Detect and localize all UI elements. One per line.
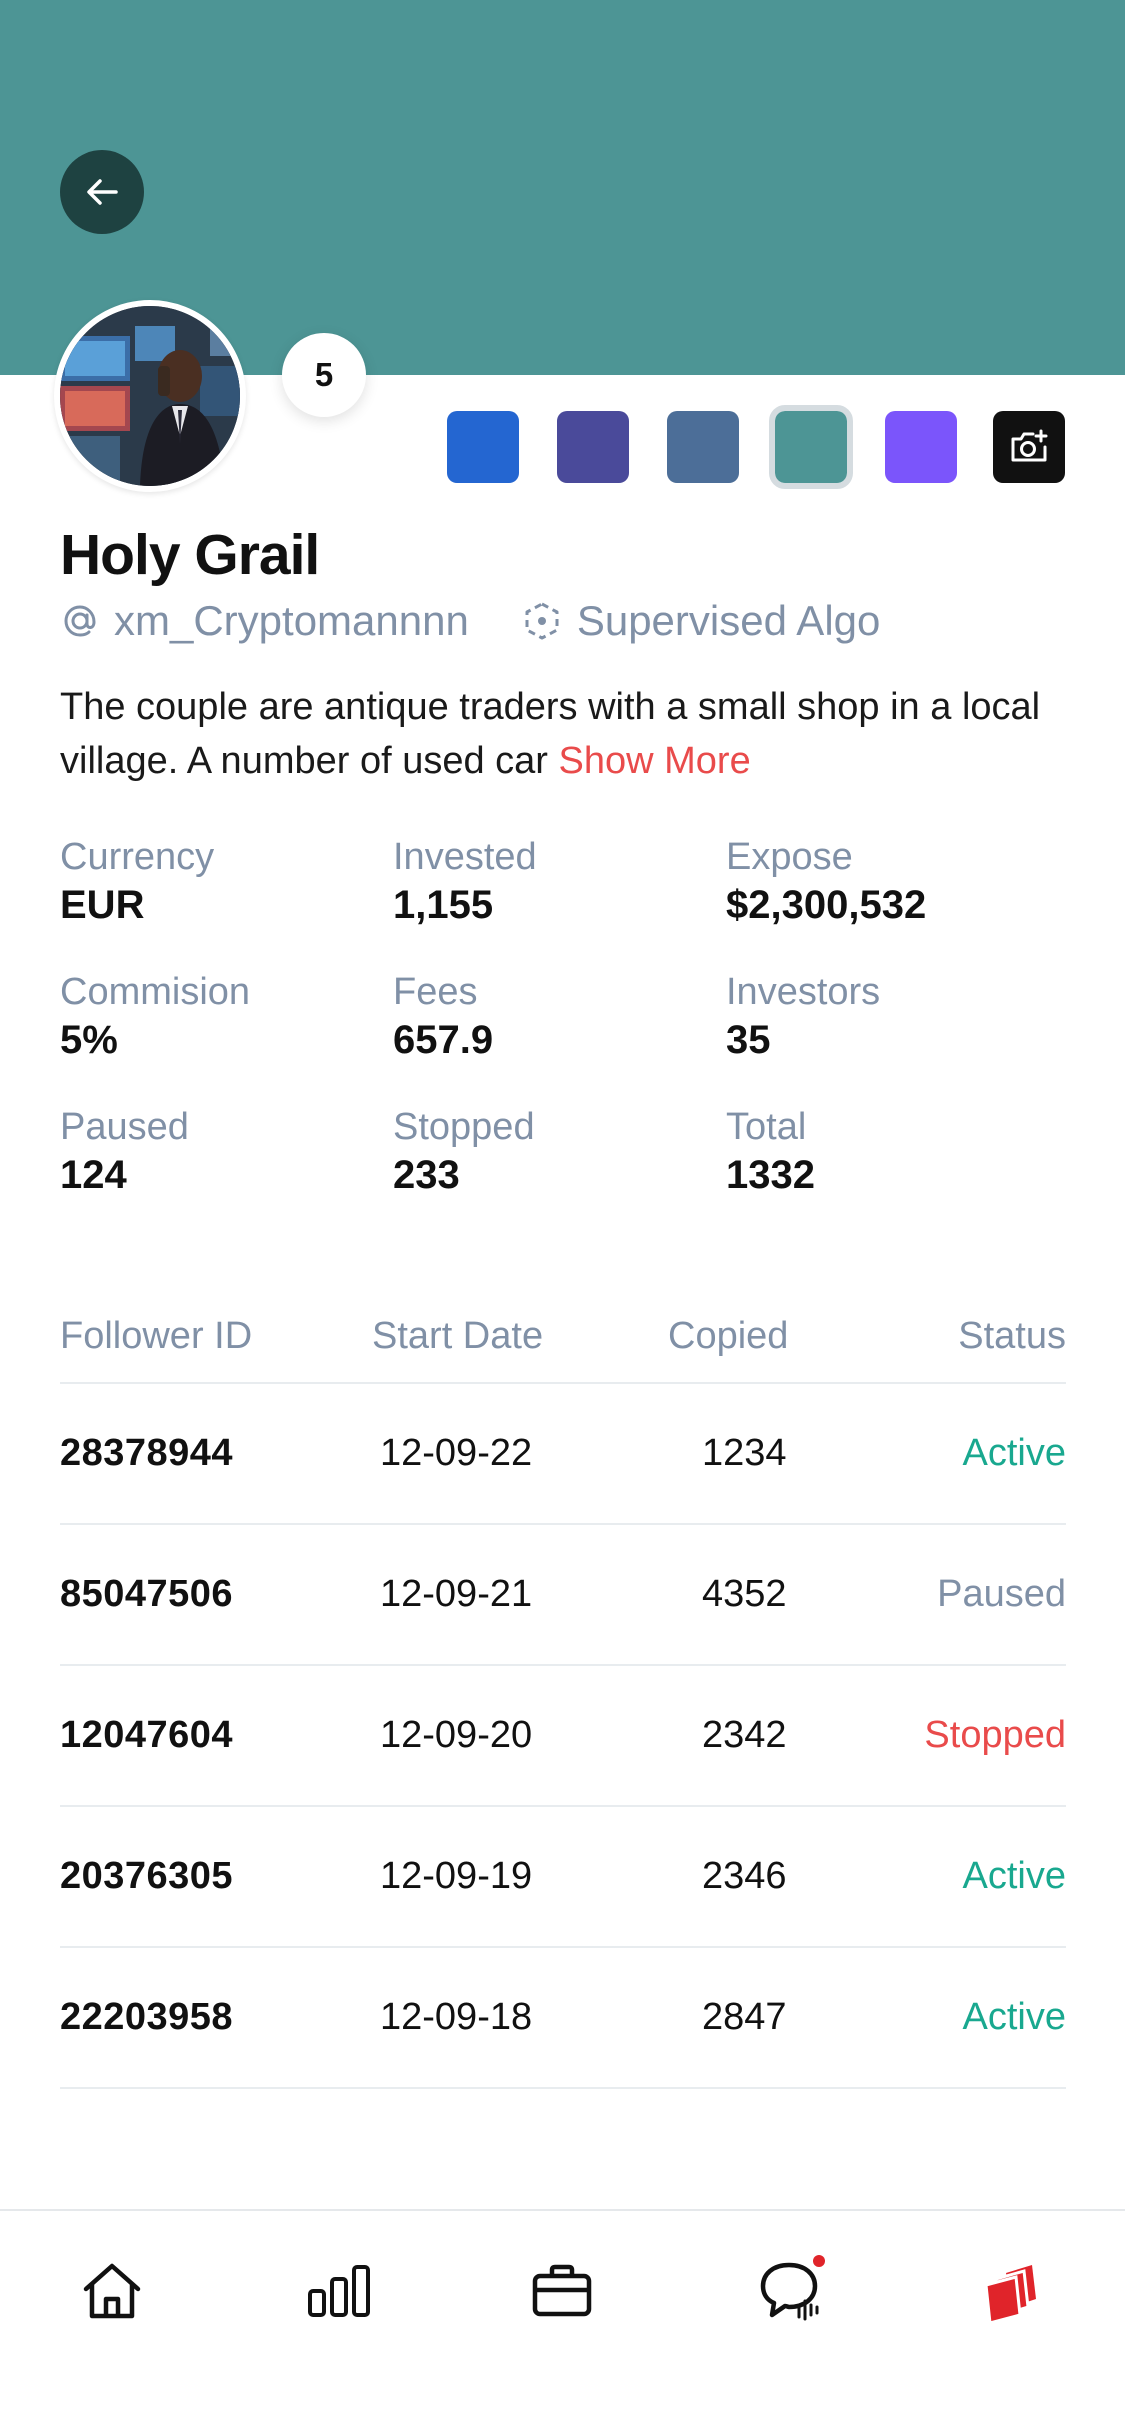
stat-value: EUR [60,883,145,927]
bar-chart-icon [308,2265,370,2317]
status-label: Stopped [924,1714,1066,1756]
status-label: Active [962,1996,1066,2038]
follower-id: 28378944 [60,1432,234,1474]
description-text: The couple are antique traders with a sm… [60,686,1041,782]
stat-label: Commision [60,971,251,1013]
table-header: Follower ID Start Date Copied Status [60,1290,1066,1384]
stat-value: 1,155 [393,883,494,927]
stat-value: 657.9 [393,1018,494,1062]
stat-value: 5% [60,1018,118,1062]
camera-add-icon [1011,429,1048,462]
briefcase-icon [532,2264,592,2317]
copied-count: 2847 [702,1996,787,2038]
tab-markets[interactable] [299,2251,379,2331]
stat-expose: Expose $2,300,532 [726,834,1056,930]
status-label: Active [962,1855,1066,1897]
profile-meta: xm_Cryptomannnn Supervised Algo [60,596,880,646]
rank-badge: 5 [282,333,366,417]
home-icon [83,2263,141,2319]
table-row[interactable]: 85047506 12-09-21 4352 Paused [60,1525,1066,1666]
algo-icon [521,600,563,642]
page-title: Holy Grail [60,523,320,587]
table-row[interactable]: 22203958 12-09-18 2847 Active [60,1948,1066,2089]
start-date: 12-09-20 [380,1714,533,1756]
handle-text: xm_Cryptomannnn [114,597,469,644]
stat-currency: Currency EUR [60,834,390,930]
followers-table: Follower ID Start Date Copied Status 283… [60,1290,1066,2089]
copied-count: 2346 [702,1855,787,1897]
stat-label: Paused [60,1106,189,1148]
stat-value: 35 [726,1018,771,1062]
stat-label: Stopped [393,1106,535,1148]
status-label: Paused [937,1573,1066,1615]
start-date: 12-09-22 [380,1432,533,1474]
follower-id: 22203958 [60,1996,234,2038]
stat-total: Total 1332 [726,1104,1056,1200]
tab-portfolio[interactable] [522,2251,602,2331]
stat-value: $2,300,532 [726,883,927,927]
stat-paused: Paused 124 [60,1104,390,1200]
stat-label: Total [726,1106,807,1148]
follower-id: 20376305 [60,1855,234,1897]
column-header-copied[interactable]: Copied [668,1314,789,1357]
stat-label: Currency [60,836,215,878]
copied-count: 4352 [702,1573,787,1615]
color-swatch-teal-selected[interactable] [769,405,853,489]
arrow-left-icon [87,179,118,205]
back-button[interactable] [60,150,144,234]
column-header-follower-id[interactable]: Follower ID [60,1314,253,1357]
stat-investors: Investors 35 [726,969,1056,1065]
color-swatch-indigo[interactable] [557,411,629,483]
algo-type: Supervised Algo [521,597,881,645]
follower-id: 85047506 [60,1573,234,1615]
copied-count: 2342 [702,1714,787,1756]
stat-value: 124 [60,1153,127,1197]
description: The couple are antique traders with a sm… [60,680,1070,788]
stat-label: Expose [726,836,853,878]
stat-commision: Commision 5% [60,969,390,1065]
table-row[interactable]: 20376305 12-09-19 2346 Active [60,1807,1066,1948]
column-header-start-date[interactable]: Start Date [372,1314,544,1357]
tab-community[interactable] [751,2251,831,2331]
stat-value: 1332 [726,1153,815,1197]
status-label: Active [962,1432,1066,1474]
tab-copy-trading[interactable] [972,2251,1052,2331]
tab-home[interactable] [72,2251,152,2331]
color-swatch-violet[interactable] [885,411,957,483]
stacked-cards-icon [984,2265,1036,2325]
stat-value: 233 [393,1153,460,1197]
start-date: 12-09-21 [380,1573,533,1615]
table-row[interactable]: 12047604 12-09-20 2342 Stopped [60,1666,1066,1807]
avatar [54,300,246,492]
avatar-photo [60,306,240,486]
stat-label: Investors [726,971,881,1013]
copied-count: 1234 [702,1432,787,1474]
algo-label: Supervised Algo [576,597,881,644]
follower-id: 12047604 [60,1714,234,1756]
handle[interactable]: xm_Cryptomannnn [60,597,469,645]
stat-stopped: Stopped 233 [393,1104,723,1200]
show-more-link[interactable]: Show More [558,740,751,782]
stat-invested: Invested 1,155 [393,834,723,930]
stat-label: Invested [393,836,537,878]
color-swatch-steel[interactable] [667,411,739,483]
bottom-tab-bar [0,2209,1125,2436]
chat-icon [760,2255,825,2321]
at-sign-icon [60,601,100,641]
column-header-status[interactable]: Status [958,1314,1066,1357]
stat-fees: Fees 657.9 [393,969,723,1065]
stat-label: Fees [393,971,478,1013]
table-row[interactable]: 28378944 12-09-22 1234 Active [60,1384,1066,1525]
start-date: 12-09-18 [380,1996,533,2038]
camera-button[interactable] [993,411,1065,483]
start-date: 12-09-19 [380,1855,533,1897]
color-swatch-blue[interactable] [447,411,519,483]
